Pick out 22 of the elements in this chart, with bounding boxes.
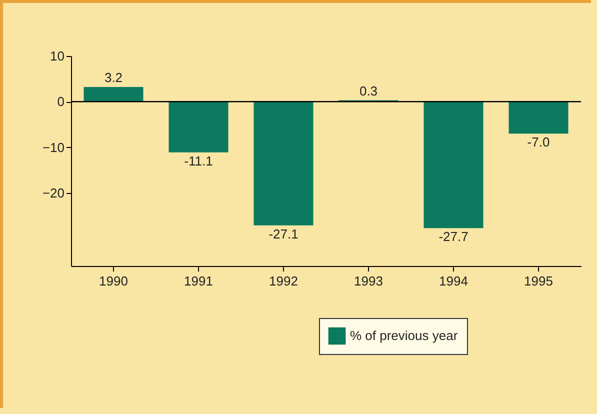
x-tick-label: 1991 xyxy=(184,274,213,288)
y-tick-label: 0 xyxy=(57,94,64,110)
y-tick-label: 10 xyxy=(50,48,64,64)
data-label: 3.2 xyxy=(104,70,123,86)
x-tick-label: 1993 xyxy=(354,274,383,288)
x-tick-label: 1995 xyxy=(524,274,553,288)
legend-label: % of previous year xyxy=(350,328,458,343)
data-label: -11.1 xyxy=(184,153,213,168)
data-label: -27.7 xyxy=(438,229,468,244)
x-tick-label: 1994 xyxy=(439,274,468,288)
y-tick-label: −10 xyxy=(42,140,64,155)
bar xyxy=(84,87,144,102)
y-tick-label: −20 xyxy=(42,185,64,200)
x-tick-label: 1992 xyxy=(269,274,298,288)
bar xyxy=(424,102,484,228)
bar xyxy=(254,102,314,226)
data-label: 0.3 xyxy=(359,83,378,98)
bar xyxy=(168,102,228,152)
data-label: -27.1 xyxy=(268,226,298,242)
bar xyxy=(508,102,568,134)
x-tick-label: 1990 xyxy=(99,274,128,288)
data-label: -7.0 xyxy=(527,134,550,150)
